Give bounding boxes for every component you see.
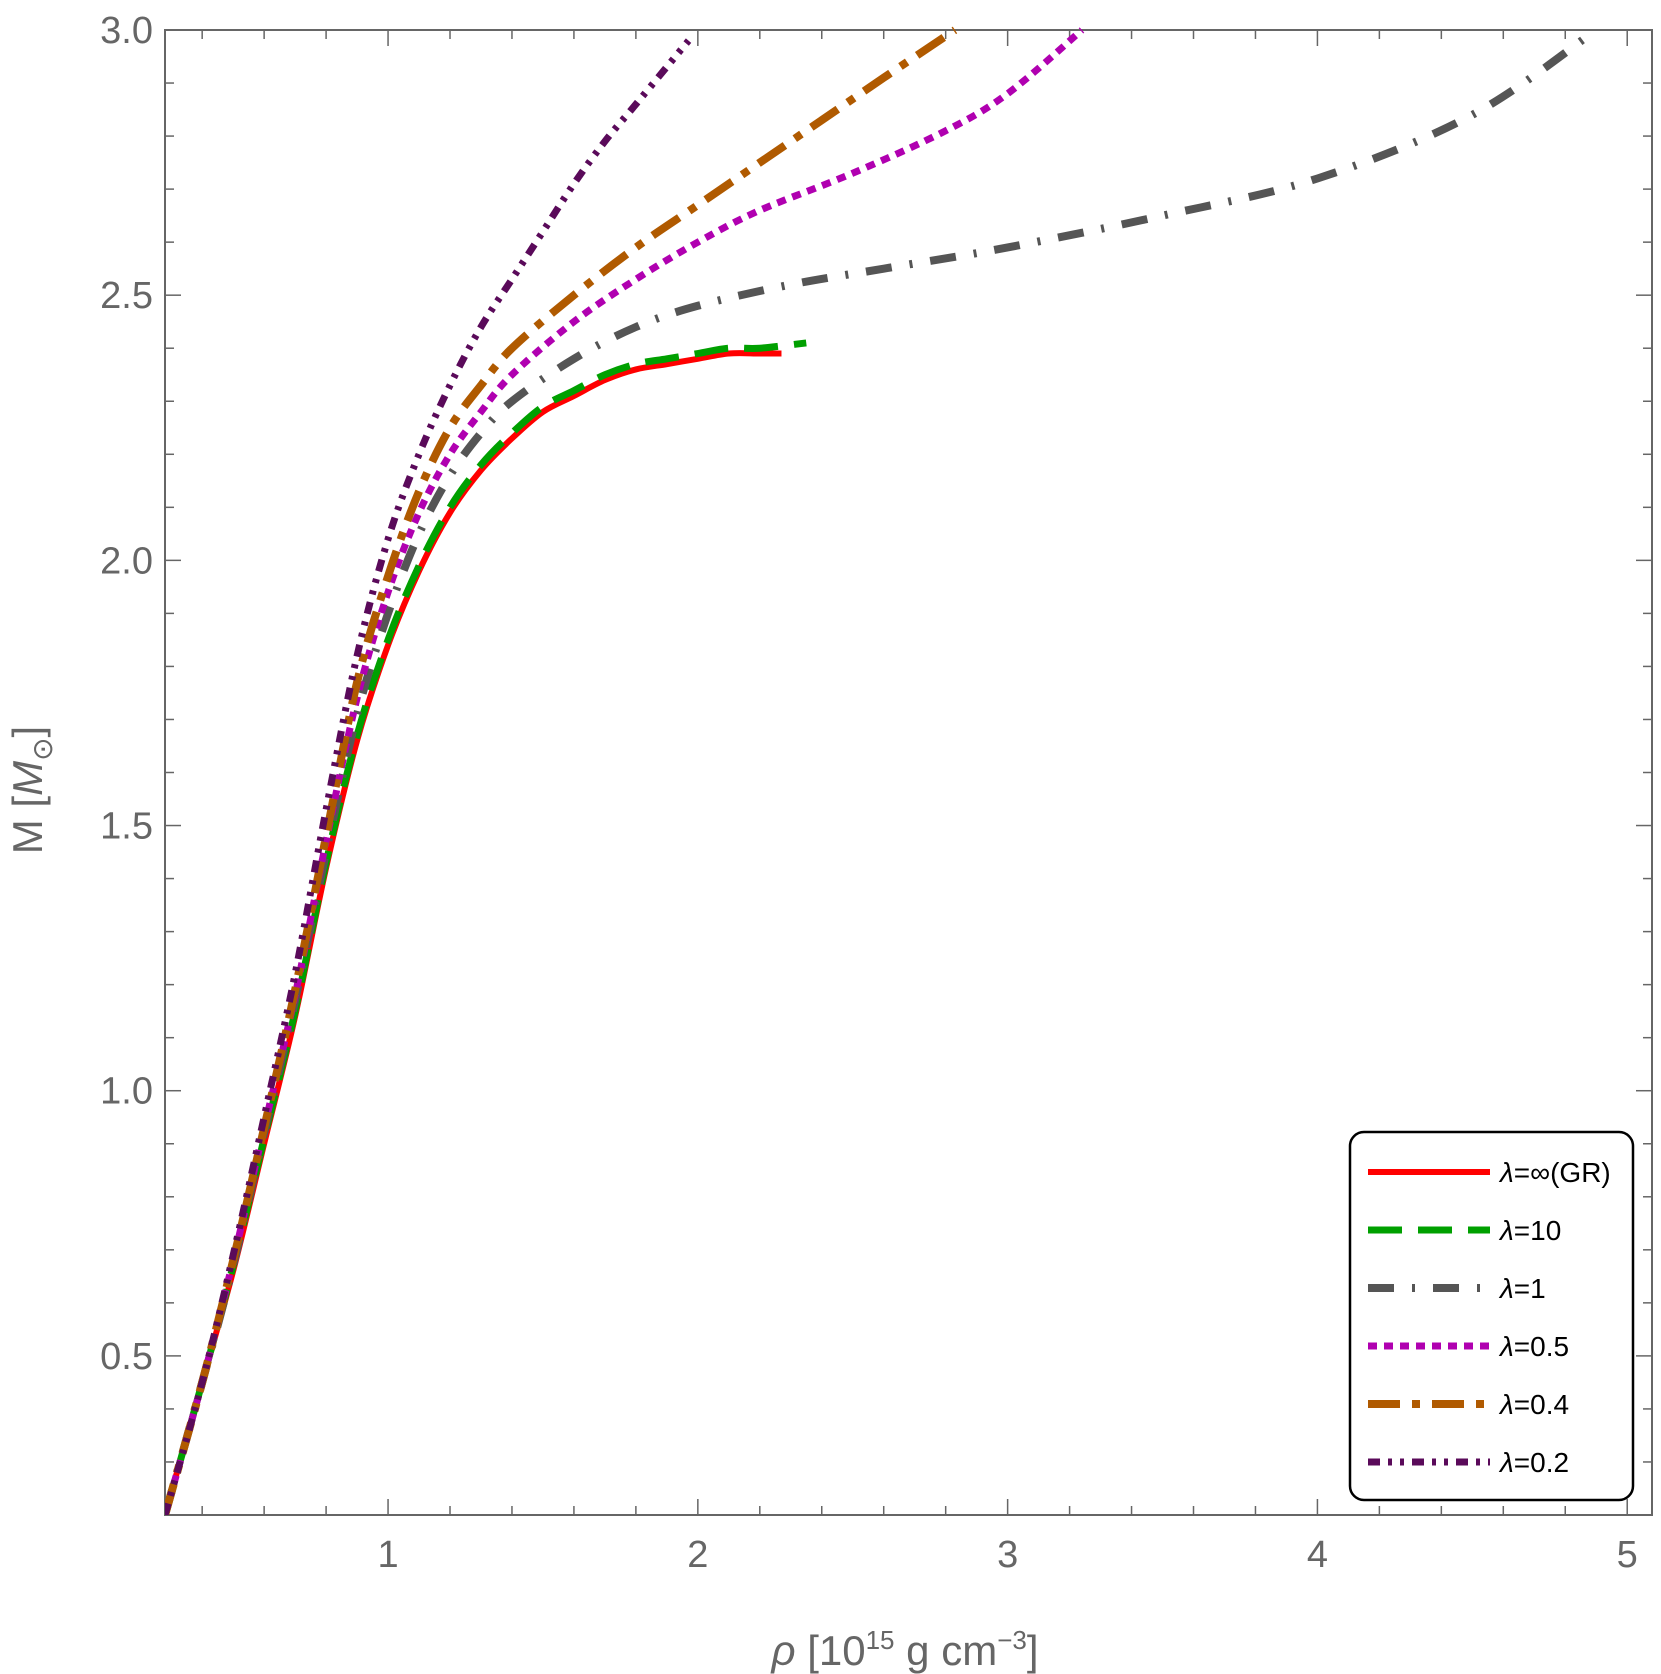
series-lines (165, 26, 1599, 1515)
x-axis-title: ρ [1015 g cm−3] (769, 1625, 1038, 1674)
legend-label: λ=10 (1498, 1215, 1561, 1246)
legend-box (1348, 1130, 1635, 1502)
y-tick-label: 2.0 (100, 540, 153, 582)
y-tick-label: 1.0 (100, 1071, 153, 1113)
legend: λ=∞(GR) λ=10 λ=1 λ=0.5 λ=0.4 λ=0.2 (1348, 1130, 1635, 1502)
y-tick-label: 2.5 (100, 275, 153, 317)
x-tick-label: 2 (687, 1534, 708, 1576)
x-tick-label: 1 (377, 1534, 398, 1576)
x-tick-label: 4 (1307, 1534, 1328, 1576)
legend-label: λ=1 (1498, 1273, 1546, 1304)
axes-frame (164, 29, 1653, 1516)
legend-label: λ=∞(GR) (1498, 1157, 1611, 1188)
legend-label: λ=0.4 (1498, 1389, 1569, 1420)
y-tick-labels: 0.5 1.0 1.5 2.0 2.5 3.0 (100, 10, 153, 1378)
y-tick-label: 3.0 (100, 10, 153, 52)
series-line-5 (165, 38, 692, 1515)
y-axis-title: M [M⊙] (4, 726, 58, 854)
x-tick-label: 3 (997, 1534, 1018, 1576)
legend-items: λ=∞(GR) λ=10 λ=1 λ=0.5 λ=0.4 λ=0.2 (1368, 1157, 1611, 1478)
x-tick-labels: 1 2 3 4 5 (377, 1534, 1637, 1576)
minor-ticks (165, 30, 1652, 1515)
y-tick-label: 1.5 (100, 806, 153, 848)
series-line-4 (165, 26, 958, 1515)
legend-label: λ=0.5 (1498, 1331, 1569, 1362)
legend-label: λ=0.2 (1498, 1447, 1569, 1478)
series-line-3 (165, 27, 1085, 1515)
x-tick-label: 5 (1617, 1534, 1638, 1576)
y-tick-label: 0.5 (100, 1336, 153, 1378)
plot-frame (164, 29, 1653, 1516)
